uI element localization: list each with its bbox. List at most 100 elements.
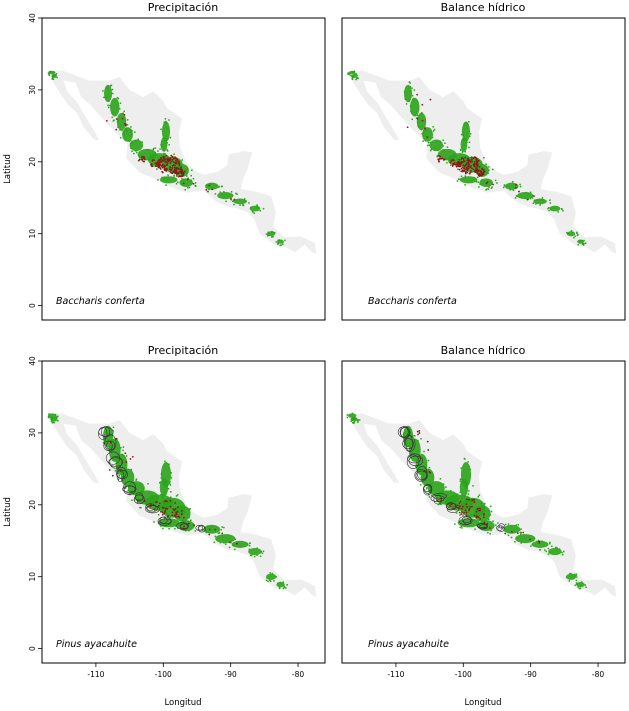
suitable-speck — [168, 144, 170, 146]
suitable-speck — [578, 240, 581, 242]
suitable-area — [122, 127, 133, 142]
suitable-speck — [432, 130, 435, 132]
suitable-speck — [232, 199, 235, 202]
suitable-speck — [409, 86, 412, 88]
suitable-speck — [267, 234, 270, 237]
occurrence-point — [475, 158, 478, 160]
suitable-speck — [583, 239, 585, 242]
suitable-speck — [165, 184, 167, 186]
occurrence-point — [183, 527, 185, 530]
suitable-speck — [47, 72, 50, 74]
suitable-speck — [353, 70, 356, 73]
suitable-speck — [469, 468, 472, 471]
suitable-speck — [230, 541, 232, 544]
occurrence-point — [181, 513, 183, 515]
occurrence-point — [511, 530, 513, 533]
occurrence-point — [449, 504, 452, 506]
suitable-speck — [353, 421, 356, 423]
suitable-speck — [163, 177, 165, 179]
occurrence-point — [160, 157, 162, 160]
suitable-speck — [563, 550, 565, 553]
occurrence-point — [482, 169, 485, 172]
occurrence-point — [469, 166, 472, 168]
occurrence-point — [166, 516, 169, 518]
suitable-speck — [114, 469, 117, 472]
suitable-speck — [168, 528, 170, 530]
occurrence-point — [464, 509, 467, 512]
occurrence-point — [469, 171, 472, 174]
occurrence-point — [474, 163, 477, 166]
occurrence-point — [169, 166, 172, 169]
suitable-speck — [120, 471, 123, 474]
occurrence-point — [174, 507, 177, 510]
suitable-speck — [131, 129, 133, 132]
suitable-speck — [357, 421, 359, 423]
occurrence-point — [171, 156, 174, 159]
panel-1: Precipitación Baccharis conferta 0 10 20 30… — [3, 1, 326, 321]
occurrence-point — [460, 161, 463, 164]
suitable-speck — [532, 202, 535, 205]
suitable-speck — [190, 179, 192, 182]
suitable-speck — [126, 123, 129, 126]
suitable-speck — [502, 186, 505, 189]
suitable-speck — [135, 479, 137, 481]
suitable-speck — [506, 184, 509, 187]
occurrence-point — [124, 124, 127, 127]
suitable-speck — [460, 133, 463, 136]
suitable-speck — [103, 96, 105, 99]
occurrence-point — [459, 505, 461, 507]
suitable-speck — [223, 526, 225, 529]
suitable-speck — [154, 147, 157, 149]
suitable-speck — [455, 512, 458, 514]
occurrence-point — [473, 498, 476, 501]
occurrence-point — [175, 172, 178, 175]
occurrence-point — [478, 173, 481, 175]
occurrence-point — [115, 437, 118, 440]
suitable-speck — [157, 150, 159, 152]
contour-ring — [109, 456, 123, 469]
suitable-speck — [452, 493, 455, 496]
suitable-speck — [48, 70, 51, 73]
occurrence-point — [193, 524, 195, 527]
occurrence-point — [171, 167, 174, 169]
x-axis-label-right: Longitud — [464, 698, 501, 708]
suitable-speck — [463, 163, 466, 165]
suitable-speck — [160, 494, 162, 496]
suitable-speck — [218, 186, 220, 188]
occurrence-point — [477, 163, 479, 166]
suitable-speck — [466, 123, 469, 125]
panel-4-x-axis: -110 -100 -90 -80 — [387, 663, 604, 679]
suitable-speck — [468, 146, 470, 149]
suitable-speck — [476, 176, 479, 179]
suitable-speck — [416, 459, 419, 461]
suitable-speck — [351, 412, 354, 415]
occurrence-point — [143, 160, 145, 163]
suitable-speck — [458, 501, 460, 503]
occurrence-point — [177, 168, 179, 170]
occurrence-point — [175, 174, 178, 177]
occurrence-point — [170, 168, 173, 171]
suitable-speck — [217, 532, 220, 535]
suitable-speck — [460, 467, 462, 469]
suitable-speck — [349, 74, 352, 77]
suitable-speck — [129, 129, 132, 131]
contour-ring — [159, 516, 168, 524]
suitable-speck — [190, 174, 192, 177]
occurrence-point — [469, 506, 472, 508]
suitable-speck — [206, 184, 209, 187]
suitable-area — [179, 178, 193, 187]
suitable-speck — [233, 544, 235, 547]
suitable-speck — [520, 528, 522, 530]
suitable-speck — [232, 544, 234, 547]
suitable-speck — [120, 447, 122, 449]
suitable-area — [248, 547, 262, 556]
panel-1-map — [47, 70, 317, 254]
occurrence-point — [482, 516, 485, 519]
occurrence-point — [504, 532, 507, 535]
y-tick-label: 40 — [28, 13, 37, 23]
occurrence-point — [169, 505, 172, 508]
occurrence-point — [156, 501, 158, 504]
suitable-speck — [127, 489, 129, 492]
suitable-speck — [487, 172, 489, 175]
suitable-speck — [173, 153, 175, 155]
